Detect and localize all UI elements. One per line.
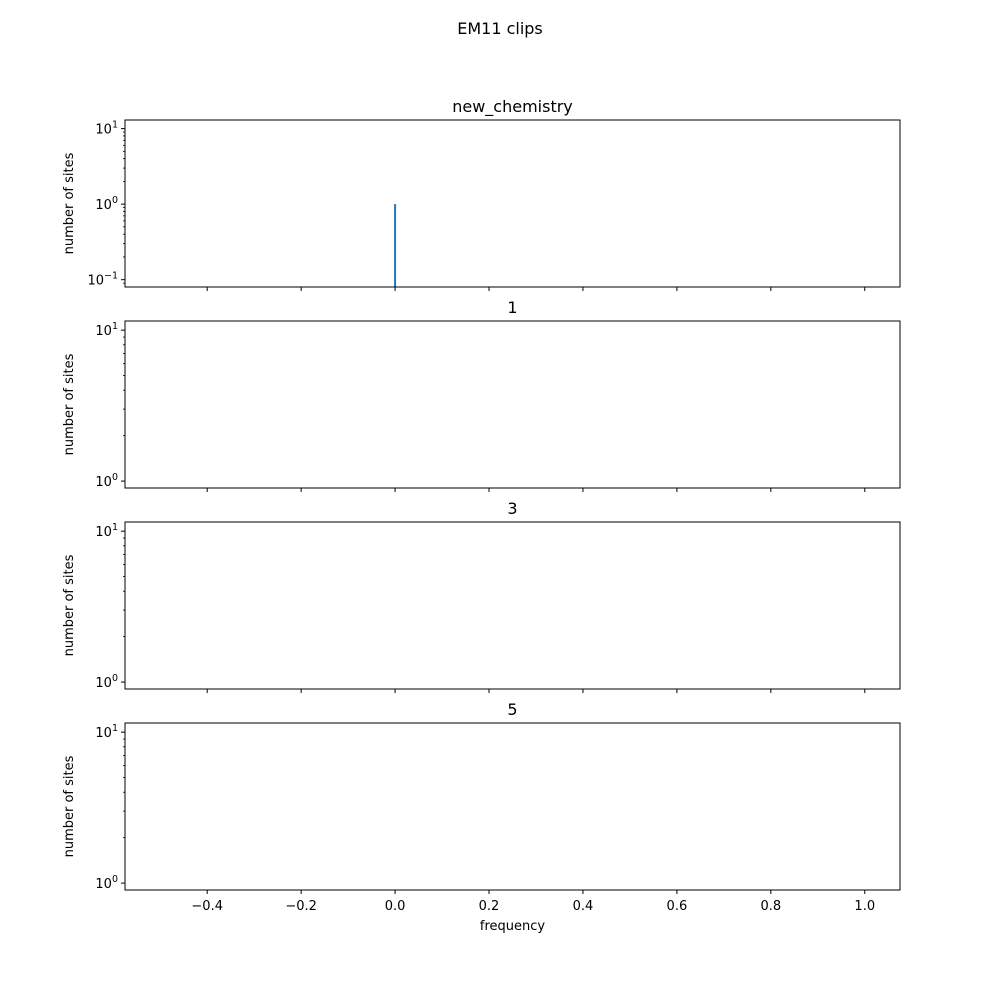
y-tick-label: 101 (95, 120, 118, 138)
subplot-title: 1 (507, 298, 517, 317)
y-tick-label: 100 (95, 673, 118, 691)
subplot-4: 5 number of sites 100 101 −0.4 −0.2 0.0 0.2 0.4 0… (62, 700, 901, 934)
axes-frame (124, 722, 901, 891)
y-tick-label: 101 (95, 321, 118, 339)
subplot-title: 5 (507, 700, 517, 719)
x-tick-label: 0.4 (573, 899, 594, 914)
y-axis-label: number of sites (62, 353, 77, 455)
x-tick-label: 0.2 (479, 899, 500, 914)
y-tick-label: 100 (95, 874, 118, 892)
x-axis-label: frequency (480, 919, 546, 934)
y-tick-label: 100 (95, 195, 118, 213)
y-tick-label: 101 (95, 522, 118, 540)
y-tick-label: 100 (95, 472, 118, 490)
x-tick-label: −0.4 (191, 899, 223, 914)
axes-frame (124, 521, 901, 690)
subplot-title: 3 (507, 499, 517, 518)
axes-frame (124, 320, 901, 489)
axes-frame (124, 119, 901, 288)
figure-title: EM11 clips (457, 19, 543, 38)
x-tick-label: −0.2 (285, 899, 317, 914)
x-tick-label: 0.0 (385, 899, 406, 914)
bar-0 (394, 204, 397, 287)
y-axis-label: number of sites (62, 755, 77, 857)
subplot-3: 3 number of sites 100 101 (62, 499, 901, 693)
subplot-title: new_chemistry (452, 97, 573, 117)
subplot-2: 1 number of sites 100 101 (62, 298, 901, 492)
x-tick-label: 1.0 (854, 899, 875, 914)
y-axis-label: number of sites (62, 152, 77, 254)
y-axis-label: number of sites (62, 554, 77, 656)
y-tick-label: 101 (95, 723, 118, 741)
x-tick-label: 0.6 (667, 899, 688, 914)
x-tick-label: 0.8 (760, 899, 781, 914)
y-tick-label: 10−1 (87, 271, 118, 289)
